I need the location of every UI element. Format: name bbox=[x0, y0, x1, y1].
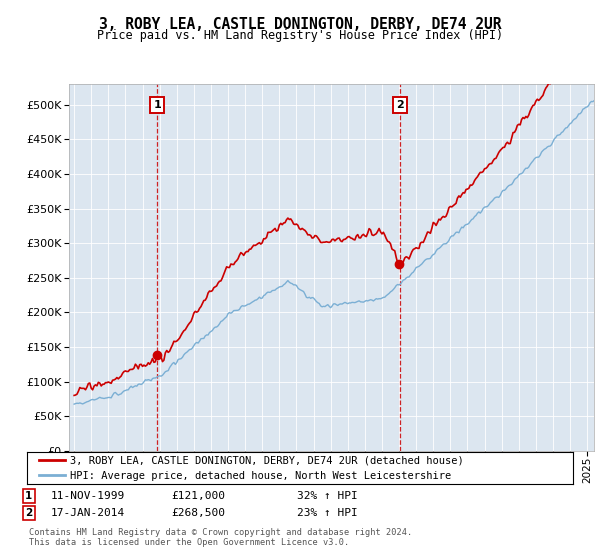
Text: 17-JAN-2014: 17-JAN-2014 bbox=[51, 508, 125, 518]
Text: 1: 1 bbox=[154, 100, 161, 110]
Text: 32% ↑ HPI: 32% ↑ HPI bbox=[297, 491, 358, 501]
Text: Contains HM Land Registry data © Crown copyright and database right 2024.
This d: Contains HM Land Registry data © Crown c… bbox=[29, 528, 412, 547]
Legend: 3, ROBY LEA, CASTLE DONINGTON, DERBY, DE74 2UR (detached house), HPI: Average pr: 3, ROBY LEA, CASTLE DONINGTON, DERBY, DE… bbox=[35, 452, 468, 484]
Text: £268,500: £268,500 bbox=[171, 508, 225, 518]
Text: 2: 2 bbox=[25, 508, 32, 518]
Text: £121,000: £121,000 bbox=[171, 491, 225, 501]
Text: 1: 1 bbox=[25, 491, 32, 501]
Text: Price paid vs. HM Land Registry's House Price Index (HPI): Price paid vs. HM Land Registry's House … bbox=[97, 29, 503, 42]
Text: 2: 2 bbox=[396, 100, 404, 110]
Text: 11-NOV-1999: 11-NOV-1999 bbox=[51, 491, 125, 501]
Text: 3, ROBY LEA, CASTLE DONINGTON, DERBY, DE74 2UR: 3, ROBY LEA, CASTLE DONINGTON, DERBY, DE… bbox=[99, 17, 501, 32]
Text: 23% ↑ HPI: 23% ↑ HPI bbox=[297, 508, 358, 518]
